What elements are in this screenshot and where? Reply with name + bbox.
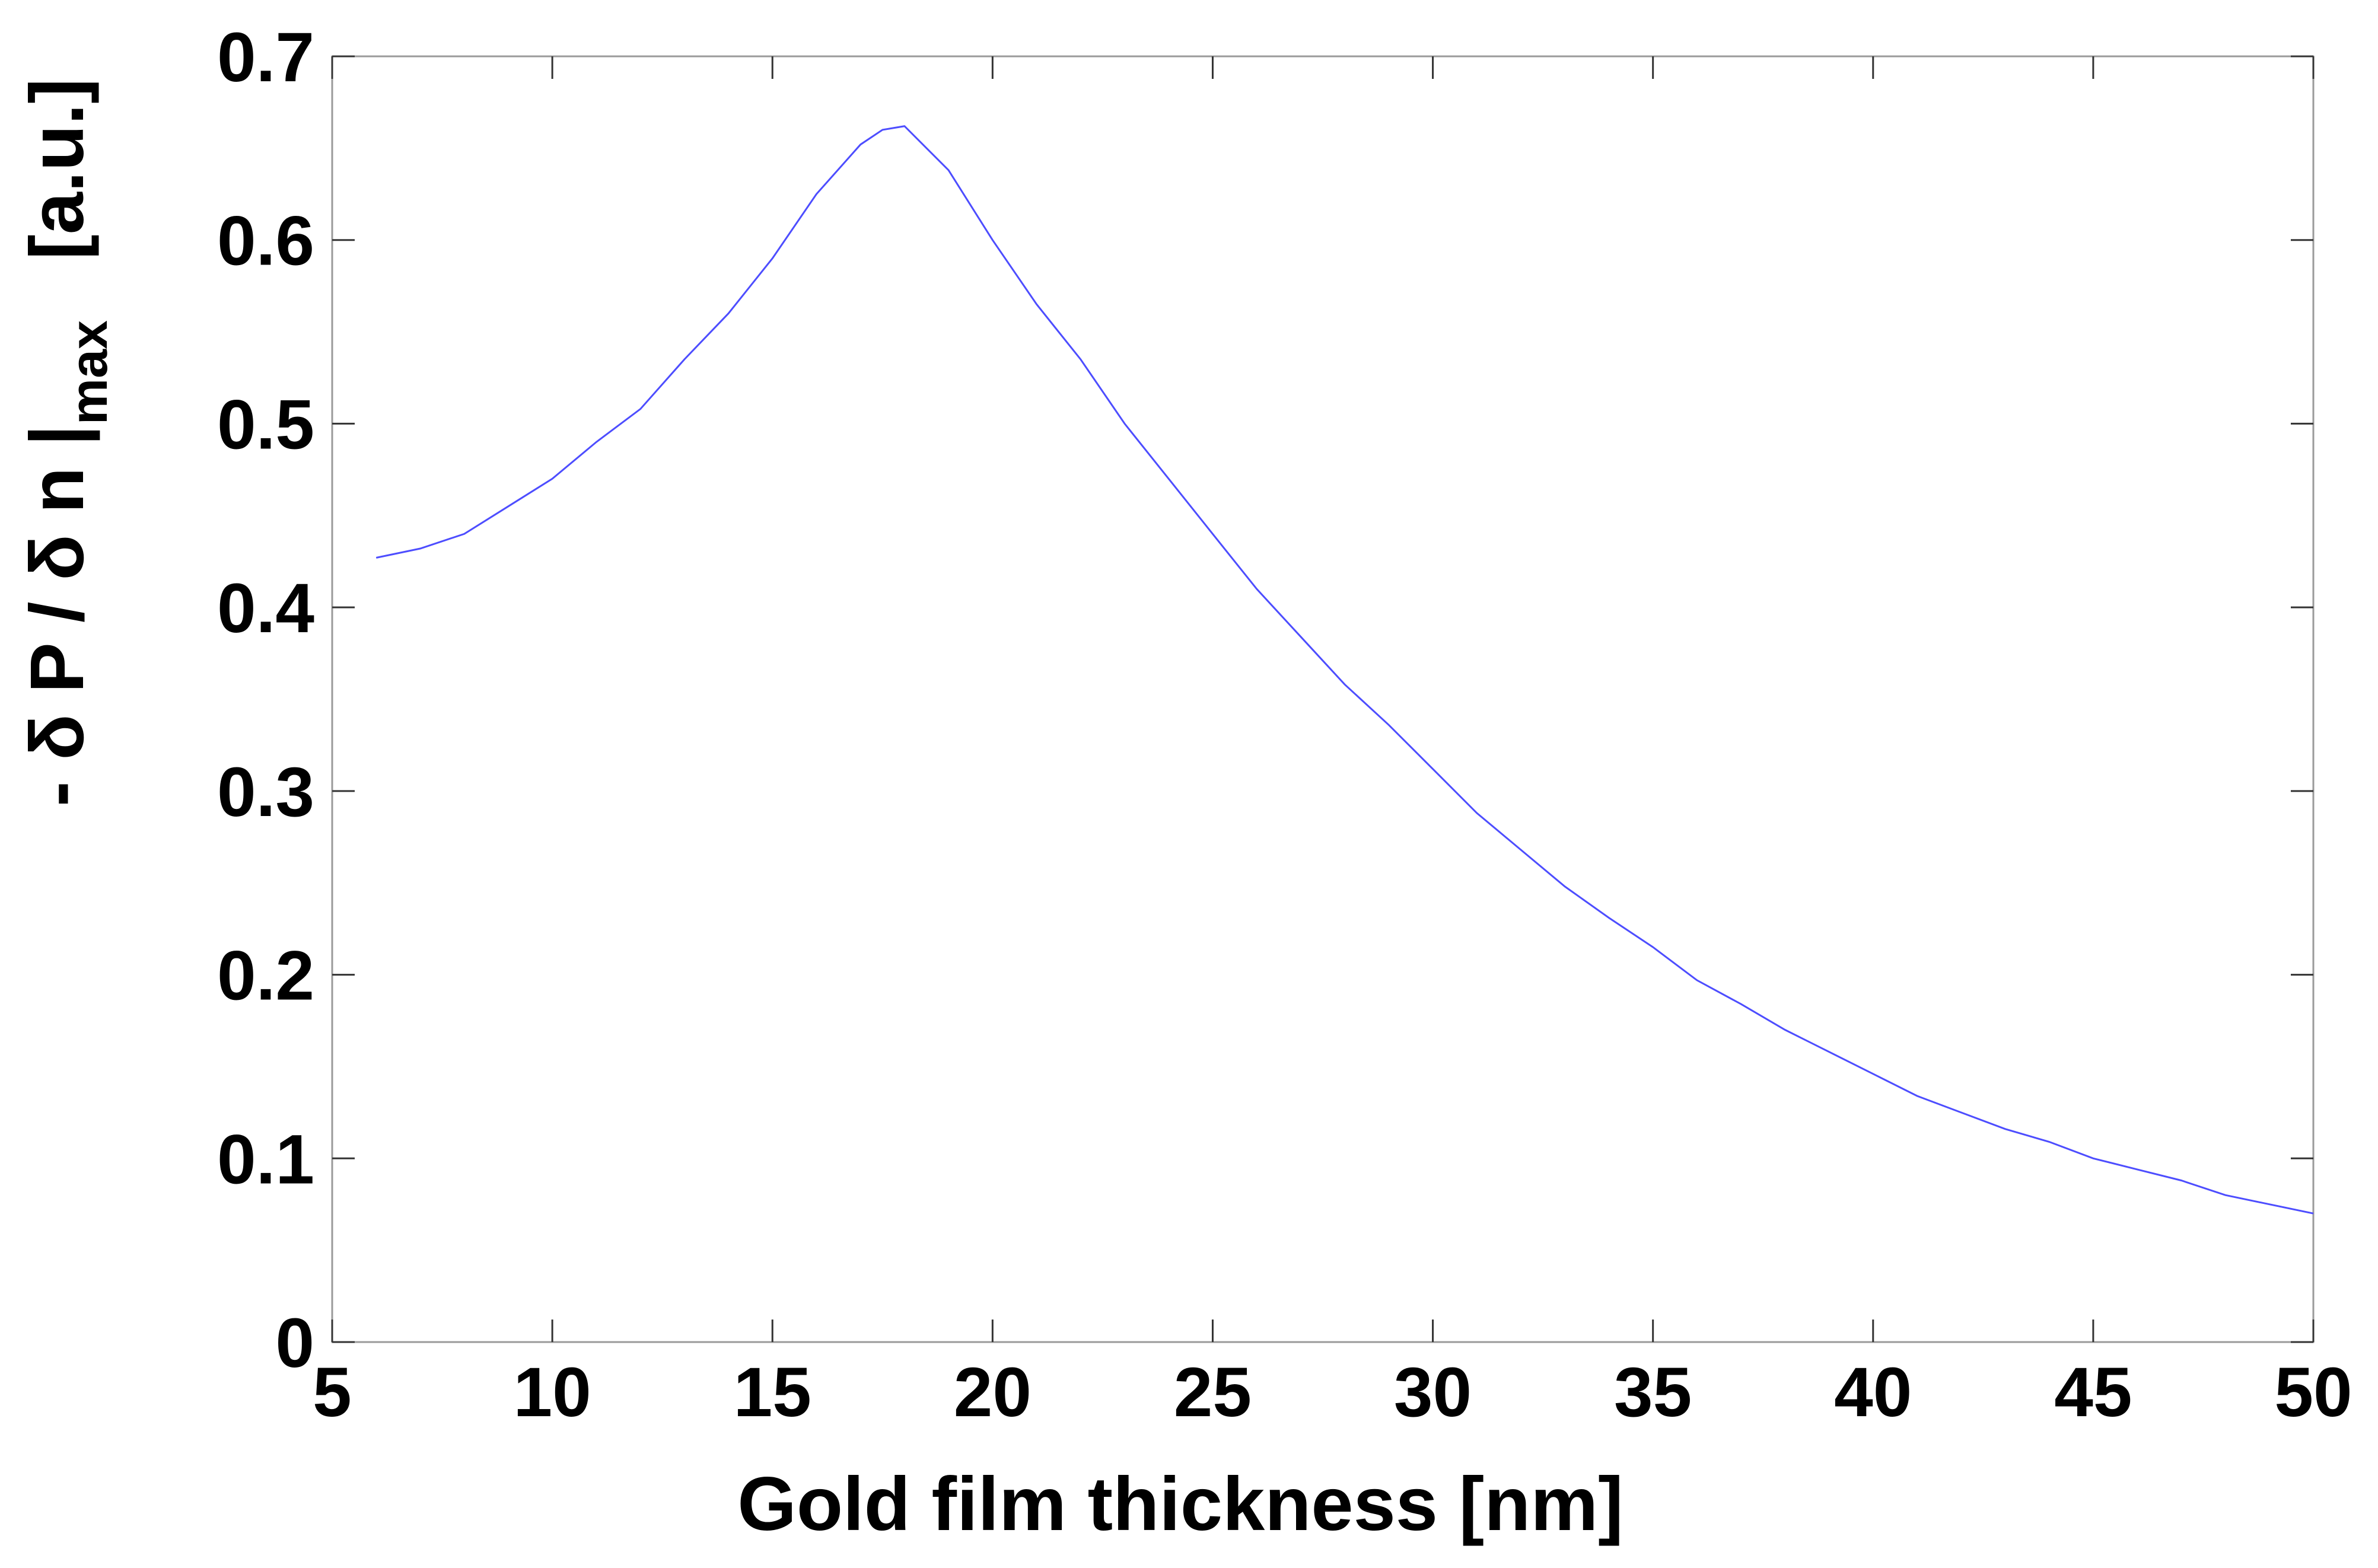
x-tick-label: 10 [513,1353,591,1432]
y-tick-label: 0.5 [217,385,314,464]
y-axis-ticks: 0 0.1 0.2 0.3 0.4 0.5 0.6 0.7 [217,18,2313,1382]
y-tick-label: 0.3 [217,753,314,831]
y-tick-label: 0.4 [217,569,314,648]
plot-area [331,55,2315,1343]
x-tick-label: 25 [1174,1353,1252,1432]
x-axis-label: Gold film thickness [nm] [737,1462,1623,1547]
y-axis-label-subscript: max [59,320,118,425]
y-tick-label: 0.7 [217,18,314,97]
x-tick-label: 50 [2274,1353,2352,1432]
x-tick-label: 45 [2054,1353,2132,1432]
series-line [375,125,2314,1215]
x-tick-label: 15 [734,1353,811,1432]
x-axis-ticks: 5 10 15 20 25 30 35 40 45 50 [313,56,2352,1432]
x-tick-label: 20 [954,1353,1032,1432]
y-axis-label: - δ P / δ n |max [15,320,118,807]
svg-text:[a.u.]: [a.u.] [15,78,100,260]
y-axis-label-main: - δ P / δ n |max [15,320,118,807]
y-tick-label: 0.1 [217,1120,314,1199]
y-axis-unit-label: [a.u.] [15,78,100,260]
x-tick-label: 5 [313,1353,352,1432]
y-axis-label-text: - δ P / δ n | [15,425,100,807]
x-tick-label: 35 [1614,1353,1692,1432]
x-tick-label: 30 [1394,1353,1472,1432]
series-layer [375,125,2314,1215]
y-tick-label: 0 [275,1304,314,1382]
y-tick-label: 0.2 [217,937,314,1015]
y-tick-label: 0.6 [217,202,314,281]
x-tick-label: 40 [1834,1353,1912,1432]
